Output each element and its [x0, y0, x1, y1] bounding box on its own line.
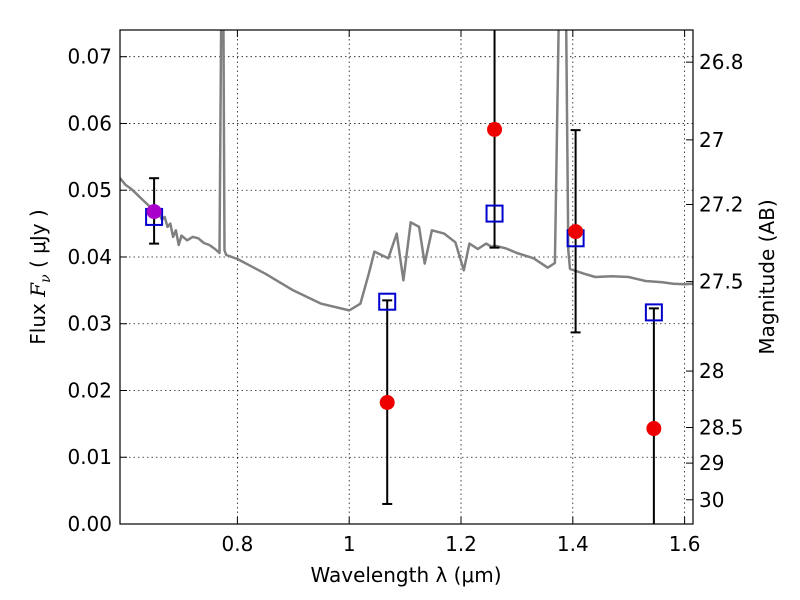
right-tick-label: 29 — [699, 451, 724, 475]
axis-ticks: 0.8 1 1.2 1.4 1.6 0.00 0.01 0.02 0.03 0.04 0.05 0.0… — [67, 30, 744, 556]
model-photometry-square — [485, 204, 504, 223]
observed-flux-point — [379, 395, 395, 411]
x-axis-label: Wavelength λ (μm) — [310, 563, 501, 587]
x-tick-label: 0.8 — [221, 532, 253, 556]
model-photometry-square — [644, 303, 663, 322]
model-spectrum-line — [120, 30, 693, 312]
right-tick-label: 27.2 — [699, 192, 744, 216]
y-tick-label: 0.06 — [67, 111, 112, 135]
y-tick-label: 0.04 — [67, 245, 112, 269]
plot-area — [120, 30, 693, 524]
y-tick-label: 0.00 — [67, 512, 112, 536]
observed-flux-point — [487, 121, 503, 137]
right-tick-label: 27 — [699, 128, 724, 152]
y-tick-label: 0.02 — [67, 378, 112, 402]
y-tick-label: 0.03 — [67, 312, 112, 336]
right-tick-label: 27.5 — [699, 270, 744, 294]
right-tick-label: 26.8 — [699, 50, 744, 74]
x-tick-label: 1.2 — [445, 532, 477, 556]
observed-flux-point — [568, 224, 584, 240]
observed-flux-point — [146, 204, 162, 220]
x-tick-label: 1.6 — [669, 532, 701, 556]
y-tick-label: 0.01 — [67, 445, 112, 469]
right-axis-label: Magnitude (AB) — [755, 199, 779, 354]
model-photometry-square — [378, 292, 397, 311]
x-tick-label: 1.4 — [557, 532, 589, 556]
y-axis-label: Flux Fν ( μJy ) — [26, 209, 54, 344]
plot-frame — [119, 29, 694, 525]
y-tick-label: 0.05 — [67, 178, 112, 202]
right-tick-label: 30 — [699, 488, 724, 512]
y-tick-label: 0.07 — [67, 45, 112, 69]
right-tick-label: 28 — [699, 359, 724, 383]
observed-flux-point — [646, 421, 662, 437]
x-tick-label: 1 — [343, 532, 356, 556]
right-tick-label: 28.5 — [699, 416, 744, 440]
